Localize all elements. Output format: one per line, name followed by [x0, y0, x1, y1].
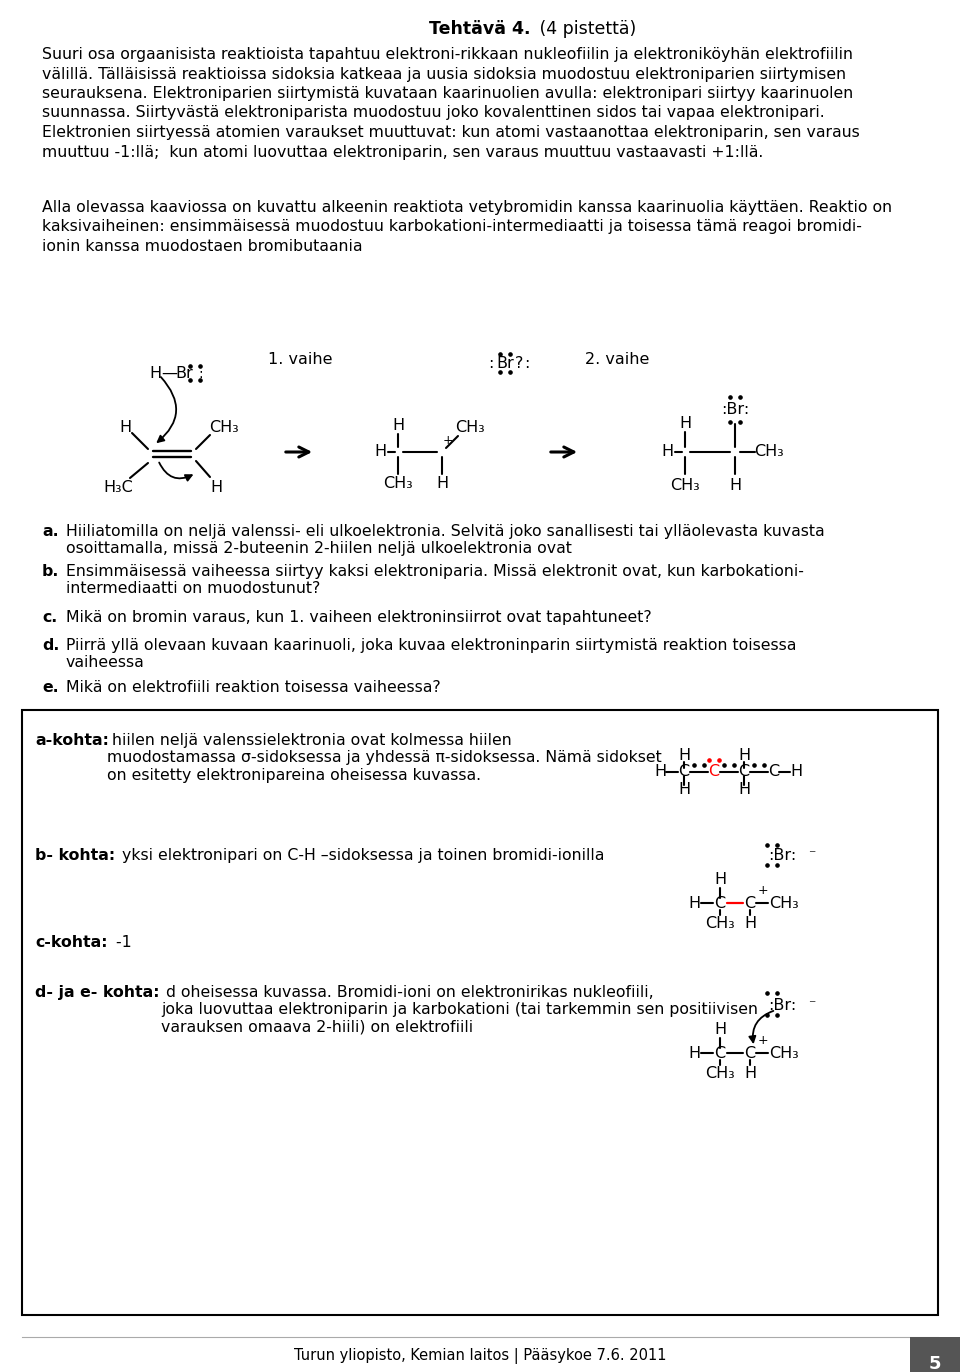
Text: hiilen neljä valenssielektronia ovat kolmessa hiilen
muodostamassa σ-sidoksessa : hiilen neljä valenssielektronia ovat kol… [107, 733, 661, 783]
FancyArrowPatch shape [159, 462, 192, 480]
Text: C: C [744, 896, 756, 911]
Text: H: H [790, 764, 802, 779]
Text: CH₃: CH₃ [455, 420, 485, 435]
Text: (4 pistettä): (4 pistettä) [534, 21, 636, 38]
Text: :: : [489, 355, 493, 370]
Text: seurauksena. Elektroniparien siirtymistä kuvataan kaarinuolien avulla: elektroni: seurauksena. Elektroniparien siirtymistä… [42, 86, 853, 102]
Text: +: + [443, 434, 453, 446]
Text: :Br:: :Br: [768, 997, 796, 1013]
Text: c-kohta:: c-kohta: [35, 934, 108, 949]
Text: H: H [149, 365, 161, 380]
Text: CH₃: CH₃ [755, 445, 784, 460]
Text: H: H [119, 420, 132, 435]
Text: H: H [660, 445, 673, 460]
Text: Br: Br [175, 365, 193, 380]
Text: H: H [744, 1066, 756, 1081]
Text: H: H [688, 1045, 700, 1061]
Text: H: H [436, 476, 448, 491]
Text: d- ja e- kohta:: d- ja e- kohta: [35, 985, 159, 1000]
Text: CH₃: CH₃ [209, 420, 239, 435]
Text: -1: -1 [111, 934, 132, 949]
Text: CH₃: CH₃ [769, 1045, 799, 1061]
Text: C: C [679, 764, 689, 779]
Text: CH₃: CH₃ [383, 476, 413, 491]
Text: +: + [758, 1034, 769, 1047]
Text: yksi elektronipari on C-H –sidoksessa ja toinen bromidi-ionilla: yksi elektronipari on C-H –sidoksessa ja… [117, 848, 605, 863]
Text: H: H [678, 748, 690, 763]
Text: H: H [210, 479, 222, 494]
Text: H: H [392, 418, 404, 434]
Text: H₃C: H₃C [103, 479, 132, 494]
Text: 1. vaihe: 1. vaihe [268, 353, 332, 366]
Text: 2. vaihe: 2. vaihe [585, 353, 649, 366]
Text: CH₃: CH₃ [706, 915, 734, 930]
Text: ionin kanssa muodostaen bromibutaania: ionin kanssa muodostaen bromibutaania [42, 239, 363, 254]
Text: H: H [738, 782, 750, 797]
Text: Mikä on elektrofiili reaktion toisessa vaiheessa?: Mikä on elektrofiili reaktion toisessa v… [66, 681, 441, 696]
Text: c.: c. [42, 611, 58, 626]
Text: C: C [708, 764, 720, 779]
Text: CH₃: CH₃ [670, 479, 700, 494]
Text: C: C [738, 764, 750, 779]
Text: Alla olevassa kaaviossa on kuvattu alkeenin reaktiota vetybromidin kanssa kaarin: Alla olevassa kaaviossa on kuvattu alkee… [42, 200, 892, 215]
Text: H: H [714, 873, 726, 888]
Text: Turun yliopisto, Kemian laitos | Pääsykoe 7.6. 2011: Turun yliopisto, Kemian laitos | Pääsyko… [294, 1349, 666, 1364]
Text: CH₃: CH₃ [706, 1066, 734, 1081]
Text: +: + [758, 885, 769, 897]
Text: suunnassa. Siirtyvästä elektroniparista muodostuu joko kovalenttinen sidos tai v: suunnassa. Siirtyvästä elektroniparista … [42, 106, 825, 121]
Text: H: H [714, 1022, 726, 1037]
Text: H: H [744, 915, 756, 930]
Text: C: C [744, 1045, 756, 1061]
Bar [22, 709, 938, 1314]
Text: Elektronien siirtyessä atomien varaukset muuttuvat: kun atomi vastaanottaa elekt: Elektronien siirtyessä atomien varaukset… [42, 125, 860, 140]
Text: a.: a. [42, 524, 59, 539]
Bar [910, 1336, 960, 1372]
Text: :: : [199, 366, 204, 381]
Text: H: H [729, 479, 741, 494]
Text: muuttuu -1:llä;  kun atomi luovuttaa elektroniparin, sen varaus muuttuu vastaava: muuttuu -1:llä; kun atomi luovuttaa elek… [42, 144, 763, 159]
Text: ?: ? [515, 355, 523, 370]
Text: 5: 5 [928, 1356, 941, 1372]
Text: :Br:: :Br: [768, 848, 796, 863]
Text: C: C [714, 896, 726, 911]
Text: :: : [524, 355, 530, 370]
Text: välillä. Tälläisissä reaktioissa sidoksia katkeaa ja uusia sidoksia muodostuu el: välillä. Tälläisissä reaktioissa sidoksi… [42, 66, 846, 81]
Text: a-kohta:: a-kohta: [35, 733, 108, 748]
Text: H: H [678, 782, 690, 797]
Text: b.: b. [42, 564, 60, 579]
Text: Suuri osa orgaanisista reaktioista tapahtuu elektroni­rikkaan nukleofiilin ja el: Suuri osa orgaanisista reaktioista tapah… [42, 47, 853, 62]
Text: Ensimmäisessä vaiheessa siirtyy kaksi elektroniparia. Missä elektronit ovat, kun: Ensimmäisessä vaiheessa siirtyy kaksi el… [66, 564, 804, 597]
Text: C: C [768, 764, 780, 779]
Text: e.: e. [42, 681, 59, 696]
Text: H: H [654, 764, 666, 779]
Text: H: H [374, 445, 386, 460]
Text: Mikä on bromin varaus, kun 1. vaiheen elektroninsiirrot ovat tapahtuneet?: Mikä on bromin varaus, kun 1. vaiheen el… [66, 611, 652, 626]
Text: d.: d. [42, 638, 60, 653]
Text: b- kohta:: b- kohta: [35, 848, 115, 863]
Text: H: H [688, 896, 700, 911]
FancyArrowPatch shape [157, 377, 177, 442]
Text: ⁻: ⁻ [808, 848, 815, 862]
Text: Hiiliatomilla on neljä valenssi- eli ulkoelektronia. Selvitä joko sanallisesti t: Hiiliatomilla on neljä valenssi- eli ulk… [66, 524, 825, 557]
Text: —: — [161, 365, 177, 380]
Text: kaksivaiheinen: ensimmäisessä muodostuu karbokationi-intermediaatti ja toisessa : kaksivaiheinen: ensimmäisessä muodostuu … [42, 220, 862, 235]
Text: ⁻: ⁻ [808, 997, 815, 1013]
Text: Tehtävä 4.: Tehtävä 4. [429, 21, 531, 38]
Text: H: H [738, 748, 750, 763]
Text: H: H [679, 417, 691, 432]
Text: Piirrä yllä olevaan kuvaan kaarinuoli, joka kuvaa elektroninparin siirtymistä re: Piirrä yllä olevaan kuvaan kaarinuoli, j… [66, 638, 797, 671]
Text: d oheisessa kuvassa. Bromidi-ioni on elektronirikas nukleofiili,
joka luovuttaa : d oheisessa kuvassa. Bromidi-ioni on ele… [161, 985, 758, 1034]
FancyArrowPatch shape [750, 1011, 774, 1043]
Text: C: C [714, 1045, 726, 1061]
Text: :Br:: :Br: [721, 402, 749, 417]
Text: Br: Br [496, 355, 514, 370]
Text: CH₃: CH₃ [769, 896, 799, 911]
